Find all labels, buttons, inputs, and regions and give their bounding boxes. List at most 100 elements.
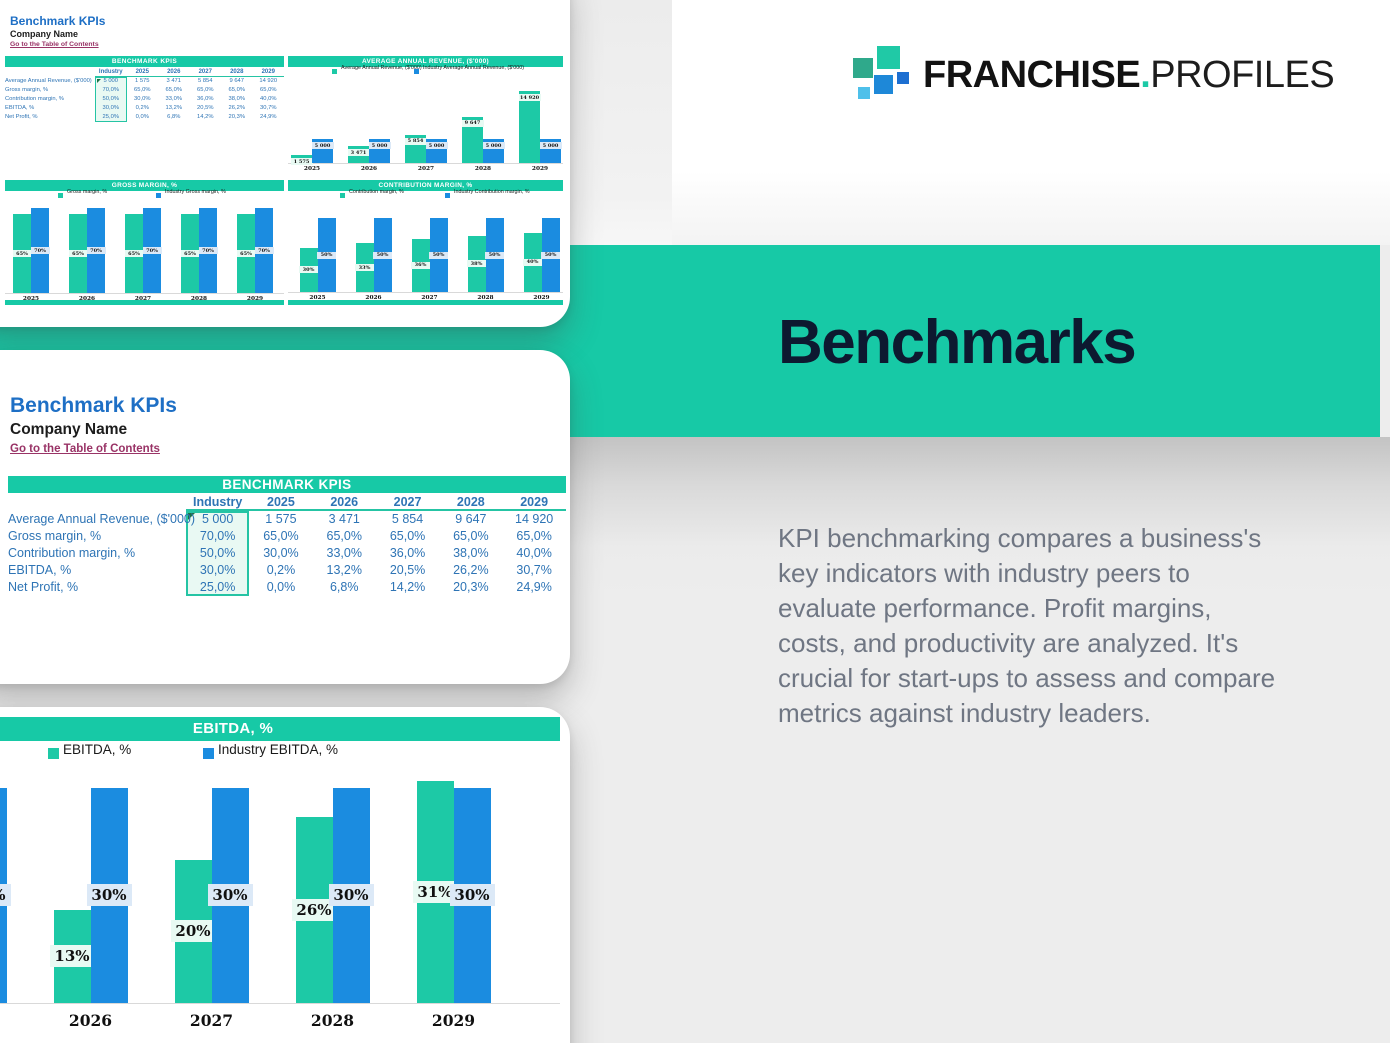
table-cell: 0,0% [266,580,296,594]
chart-baseline [5,293,284,294]
legend-swatch [340,193,345,198]
chart-title-band [288,56,563,67]
table-column-header: 2029 [520,495,549,509]
table-cell: 38,0% [453,546,489,560]
table-cell: 1 575 [265,512,297,526]
table-row-label: Average Annual Revenue, ($'000) [5,78,92,84]
table-column-header: 2027 [393,495,422,509]
toc-link-mini[interactable]: Go to the Table of Contents [10,41,99,48]
table-header-underline [95,75,284,77]
legend-swatch [203,748,214,759]
legend-label: Industry Average Annual Revenue, ($'000) [423,65,525,72]
sheet-title: Benchmark KPIs [10,394,177,417]
ebitda-chart-card: EBITDA, %EBITDA, %Industry EBITDA, %0%30… [0,707,570,1043]
table-cell: 20,3% [453,580,489,594]
table-cell: 1 575 [134,78,150,84]
table-cell: 0,2% [266,563,296,577]
background-gray-strip [568,0,672,245]
chart-title: CONTRIBUTION MARGIN, % [378,182,473,189]
next-section-band-right [288,300,563,305]
bar-value-label: 5 000 [482,142,505,149]
bar-value-label: 30% [86,884,132,907]
chart-year-label: 2026 [365,295,382,301]
brand-logo: FRANCHISE.PROFILES [853,46,1353,108]
description-line: KPI benchmarking compares a business's [778,523,1262,553]
table-cell: 24,9% [516,580,552,594]
bar-value-label: 70% [86,247,106,254]
table-cell: 30,7% [516,563,552,577]
bar-value-label: 50% [373,251,392,259]
table-cell: 70,0% [199,529,236,543]
chart-year-label: 2025 [303,166,321,172]
table-row-label: Contribution margin, % [8,546,136,560]
table-column-header: 2025 [135,69,149,75]
table-cell: 30,0% [134,96,151,102]
bar-value-label: 5 000 [368,142,391,149]
bar-value-label: 30% [449,884,495,907]
chart-title-band [0,717,560,741]
chart-year-label: 2027 [134,296,152,302]
table-cell: 13,2% [165,105,182,111]
table-cell: 33,0% [165,96,182,102]
logo-square-lightblue [858,87,870,99]
table-column-header: Industry [98,69,123,75]
legend-label: EBITDA, % [63,742,132,758]
table-column-header: 2027 [198,69,212,75]
description-line: metrics against industry leaders. [778,698,1151,728]
table-cell: 30,0% [102,105,119,111]
table-cell: 5 854 [391,512,424,526]
kpi-table-sheet: Benchmark KPIs Company Name Go to the Ta… [0,350,570,684]
bar-value-label: 36% [411,261,430,269]
table-cell: 5 854 [197,78,213,84]
next-section-band-left [5,300,284,305]
chart-title: EBITDA, % [192,720,274,737]
table-cell: 36,0% [197,96,214,102]
table-cell: 14,2% [389,580,426,594]
chart-year-label: 2026 [360,166,378,172]
kpi-table-card: Benchmark KPIs Company Name Go to the Ta… [0,350,570,684]
table-cell: 65,0% [453,529,489,543]
table-cell: 6,8% [167,114,181,120]
chart-year-label: 2027 [189,1011,234,1030]
industry-column-highlight [186,511,250,596]
table-cell: 13,2% [326,563,362,577]
bar-value-label: 14 920 [518,94,541,102]
table-cell: 65,0% [326,529,362,543]
bar-value-label: 30% [207,884,253,907]
table-row-label: Average Annual Revenue, ($'000) [8,512,196,526]
bar-value-label: 5 854 [404,137,427,145]
logo-square-teal [877,46,900,69]
table-row-label: Gross margin, % [8,529,102,543]
bar-value-label: 65% [124,250,144,258]
table-column-header: 2028 [456,495,485,509]
chart-year-label: 2028 [477,295,494,301]
table-row-label: Net Profit, % [5,114,38,120]
toc-link[interactable]: Go to the Table of Contents [10,443,160,455]
table-column-header: 2025 [267,495,295,509]
bar-value-label: 50% [317,251,336,259]
chart-year-label: 2027 [421,295,438,301]
chart-year-label: 2028 [474,166,492,172]
table-header-band: BENCHMARK KPIS [8,476,566,493]
mini-dashboard: Benchmark KPIs Company Name Go to the Ta… [0,0,570,327]
table-cell: 14 920 [515,512,554,526]
bar-value-label: 50% [541,251,560,259]
table-cell: 65,0% [263,529,299,543]
table-cell: 25,0% [199,580,236,594]
table-row-label: EBITDA, % [5,105,35,111]
bar-value-label: 26% [291,898,337,921]
table-cell: 0,2% [135,105,149,111]
chart-year-label: 2025 [0,1011,2,1030]
chart-title-band [288,180,563,191]
industry-column-highlight [95,77,127,122]
table-cell: 26,2% [453,563,489,577]
table-cell: 65,0% [389,529,426,543]
company-name: Company Name [10,421,128,438]
table-cell: 38,0% [228,96,245,102]
chart-title: AVERAGE ANNUAL REVENUE, ($'000) [361,58,490,65]
table-cell: 9 647 [455,512,487,526]
bar-value-label: 3 471 [347,149,370,157]
industry-cell-flag [96,78,101,83]
legend-label: Industry EBITDA, % [218,742,339,758]
